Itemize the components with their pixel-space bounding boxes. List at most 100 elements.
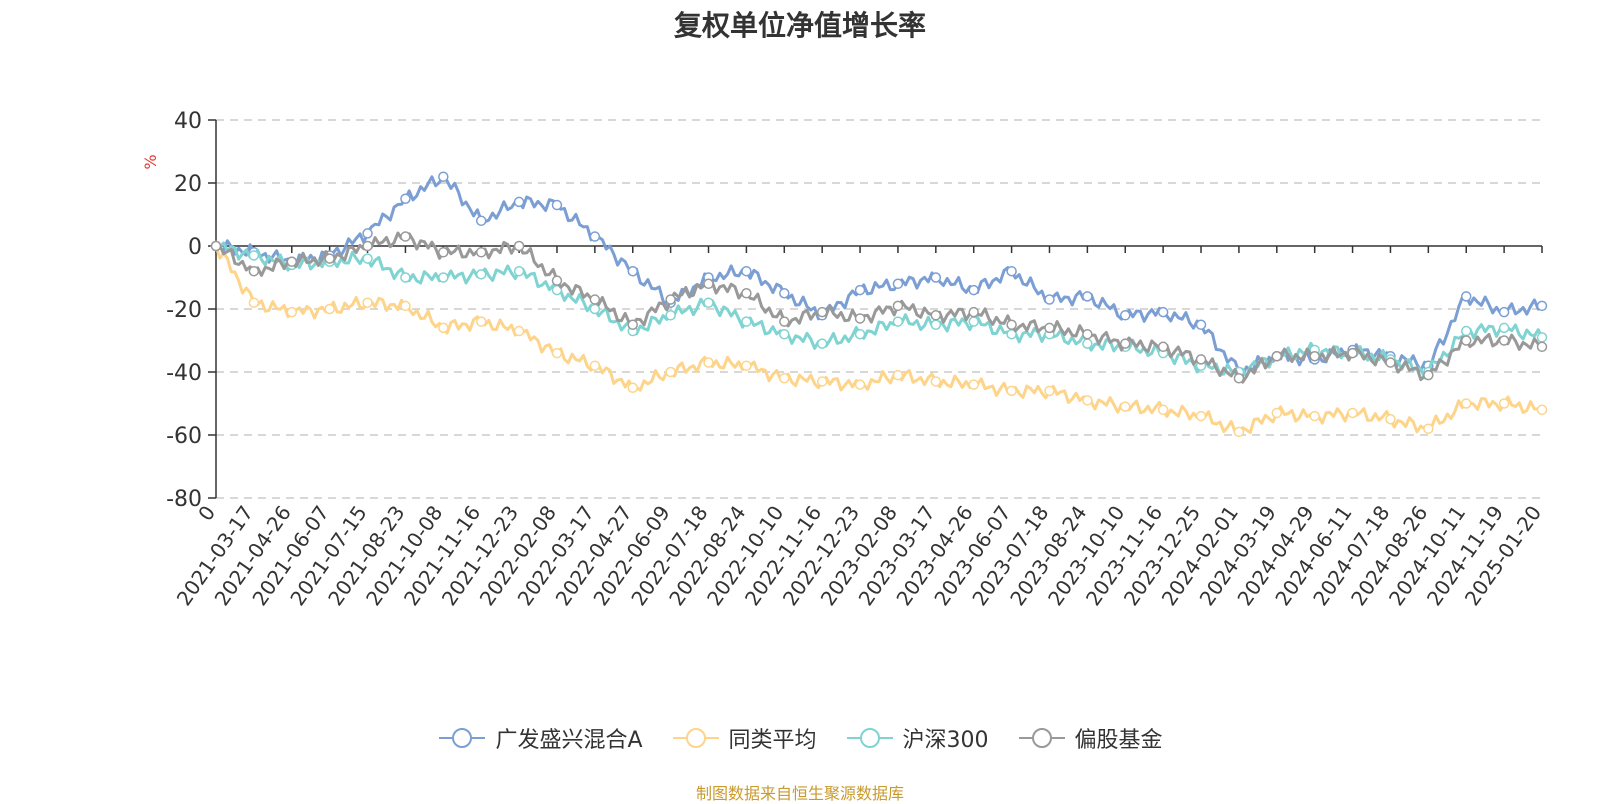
data-point [362,253,373,264]
data-point [816,306,828,318]
data-point [324,253,335,264]
data-point [741,360,752,371]
data-point [551,199,563,211]
data-point [703,278,714,290]
data-point [1006,265,1017,277]
data-point [703,297,714,308]
data-point [438,171,449,182]
data-point [1120,338,1131,349]
data-point [665,366,676,378]
data-point [400,231,411,242]
y-tick-label: 40 [174,109,202,134]
data-point [438,272,449,283]
data-point [438,247,449,258]
data-point [1385,414,1396,425]
data-point [400,193,411,204]
data-point [1271,407,1283,419]
data-point [1157,404,1169,416]
data-point [513,265,525,277]
source-note: 制图数据来自恒生聚源数据库 [695,784,904,803]
data-point [968,316,979,327]
data-point [362,228,373,239]
data-point [968,379,979,390]
y-tick-label: 0 [188,235,202,260]
legend-label: 同类平均 [728,728,817,753]
legend: 广发盛兴混合A 同类平均 沪深300 偏股基金 [0,722,1600,754]
data-point [1498,306,1510,318]
data-point [551,347,563,359]
data-point [589,231,601,242]
data-point [286,256,298,267]
data-point [1385,357,1396,368]
legend-item[interactable]: 沪深300 [845,722,989,754]
data-point [248,297,260,308]
legend-label: 偏股基金 [1074,728,1163,753]
data-point [627,319,638,330]
data-point [779,288,790,299]
data-point [1309,410,1320,422]
data-point [1044,294,1055,305]
data-point [1460,291,1472,302]
data-point [1120,310,1131,321]
data-point [1498,335,1510,346]
y-tick-label: -40 [166,361,202,386]
data-point [1195,354,1207,365]
data-point [930,310,942,321]
legend-swatch-icon [1018,728,1065,748]
series-group [210,240,1548,438]
axis-layer: 40200-20-40-60-8002021-03-172021-04-2620… [166,109,1546,610]
legend-label: 沪深300 [902,728,989,753]
data-point [1460,325,1472,337]
data-point [1195,319,1207,330]
data-point [741,316,752,327]
data-point [816,376,828,387]
data-point [1157,306,1169,318]
data-point [892,369,904,381]
data-point [968,306,979,318]
data-point [1157,341,1169,353]
series-line [215,175,1543,378]
data-point [1082,291,1093,302]
data-point [362,297,373,308]
y-tick-label: -20 [166,298,202,323]
data-point [1536,341,1548,353]
data-point [1082,338,1093,349]
data-point [475,316,487,327]
data-point [1006,319,1017,330]
legend-swatch-icon [672,728,719,748]
data-point [1233,426,1245,438]
legend-item[interactable]: 同类平均 [671,722,817,754]
legend-item[interactable]: 偏股基金 [1017,722,1163,754]
data-point [286,306,298,318]
data-point [816,338,828,349]
data-point [1536,404,1548,416]
data-point [1536,300,1548,312]
data-point [1195,410,1207,422]
data-point [475,215,487,227]
y-tick-label: -60 [166,424,202,449]
series-line [215,231,1543,384]
data-point [513,325,525,337]
data-point [779,316,790,327]
data-point [1460,335,1472,346]
data-point [627,265,638,277]
data-point [513,196,525,208]
x-tick-label: 0 [193,501,220,525]
data-point [627,382,638,393]
data-point [210,240,222,252]
data-point [968,284,979,296]
data-point [513,240,525,252]
legend-swatch-icon [846,728,893,748]
legend-item[interactable]: 广发盛兴混合A [437,722,643,754]
data-point [248,250,260,261]
data-point [551,275,563,286]
series-layer [210,171,1548,438]
data-point [1460,398,1472,409]
data-point [248,265,260,277]
data-point [475,269,487,280]
data-point [1271,351,1283,362]
series-group [210,231,1548,384]
y-tick-label: 20 [174,172,202,197]
data-point [892,300,904,312]
data-point [1120,401,1131,412]
